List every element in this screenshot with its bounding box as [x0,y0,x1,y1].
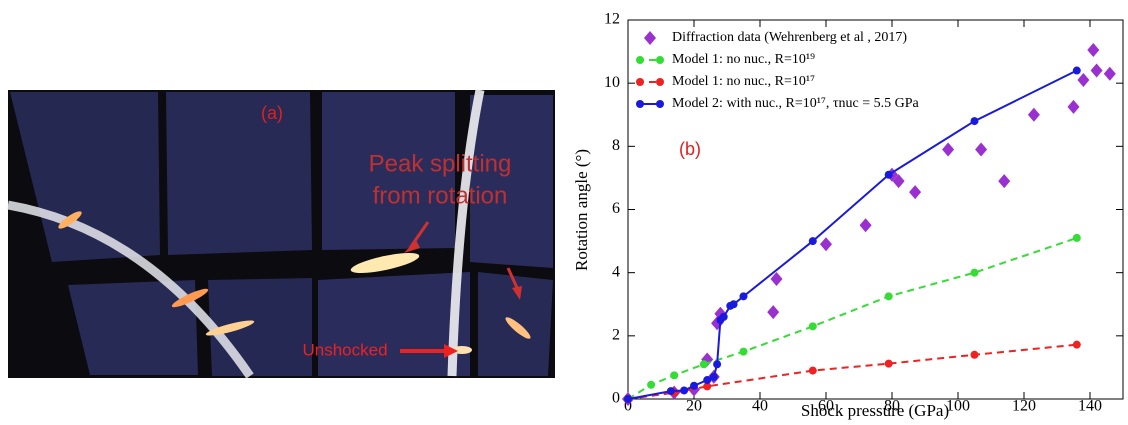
x-tick-label: 60 [818,398,834,415]
legend-marker [656,100,664,108]
diamond-marker [892,174,905,189]
legend-marker [656,56,664,64]
diamond-marker [975,142,988,157]
series-line [627,236,1078,400]
circle-marker [1072,340,1081,349]
circle-marker [884,359,893,368]
circle-marker [690,381,698,390]
diamond-marker [942,142,955,157]
x-tick-label: 0 [624,398,632,415]
diamond-marker [767,305,780,320]
legend-label: Model 1: no nuc., R=10¹⁹ [672,52,815,67]
y-tick-label: 6 [612,200,620,217]
legend-marker [644,31,656,45]
circle-marker [624,395,632,403]
circle-marker [1072,233,1081,242]
y-tick-label: 2 [612,327,620,344]
series-line [627,69,1078,400]
diamond-marker [1067,99,1080,114]
circle-marker [970,117,979,126]
x-tick-label: 100 [946,398,970,415]
diamond-marker [820,237,832,252]
diamond-marker [1090,63,1103,78]
circle-marker [680,386,689,395]
y-tick-label: 0 [612,390,620,407]
annotation: Peak splitting [369,150,512,177]
diamond-marker [1027,107,1040,122]
diamond-marker [770,271,783,286]
legend-label: Diffraction data (Wehrenberg et al , 201… [672,30,907,45]
x-tick-label: 40 [752,398,768,415]
circle-marker [970,350,979,359]
legend-marker [636,78,644,86]
legend-marker [656,78,664,86]
circle-marker [739,347,748,356]
x-tick-label: 80 [884,398,900,415]
circle-marker [703,376,712,385]
y-axis-label: Rotation angle (°) [572,149,591,271]
circle-marker [808,366,817,375]
legend-label: Model 2: with nuc., R=10¹⁷, τnuc = 5.5 G… [672,96,919,111]
diamond-marker [1077,73,1090,88]
diamond-marker [998,174,1011,189]
legend-marker [636,100,644,108]
circle-marker [808,322,817,331]
x-tick-label: 20 [686,398,702,415]
circle-marker [729,300,738,309]
y-tick-label: 8 [612,137,620,154]
y-tick-label: 12 [604,11,620,28]
detector-image: (a) Peak splitting from rotation Unshock… [7,89,555,379]
circle-marker [647,380,656,389]
diamond-marker [859,218,872,233]
panel-label: (a) [261,103,283,123]
circle-marker [709,372,718,381]
x-tick-label: 120 [1012,398,1036,415]
circle-marker [1072,66,1081,75]
circle-marker [666,387,675,396]
circle-marker [719,312,728,321]
legend-marker [636,56,644,64]
diamond-marker [1103,66,1116,81]
circle-marker [808,237,817,246]
x-tick-label: 140 [1078,398,1102,415]
circle-marker [670,371,679,380]
diamond-marker [1087,43,1100,58]
annotation: Unshocked [302,340,387,359]
circle-marker [970,268,979,277]
circle-marker [699,360,708,369]
circle-marker [713,360,722,369]
circle-marker [884,292,893,301]
circle-marker [703,382,712,391]
annotation: from rotation [373,182,508,209]
circle-marker [884,170,893,179]
panel-label: (b) [679,139,701,159]
circle-marker [739,292,748,301]
diamond-marker [909,185,922,200]
legend-label: Model 1: no nuc., R=10¹⁷ [672,74,815,89]
x-axis-label: Shock pressure (GPa) [801,401,949,420]
y-tick-label: 4 [612,263,620,280]
y-tick-label: 10 [604,74,620,91]
